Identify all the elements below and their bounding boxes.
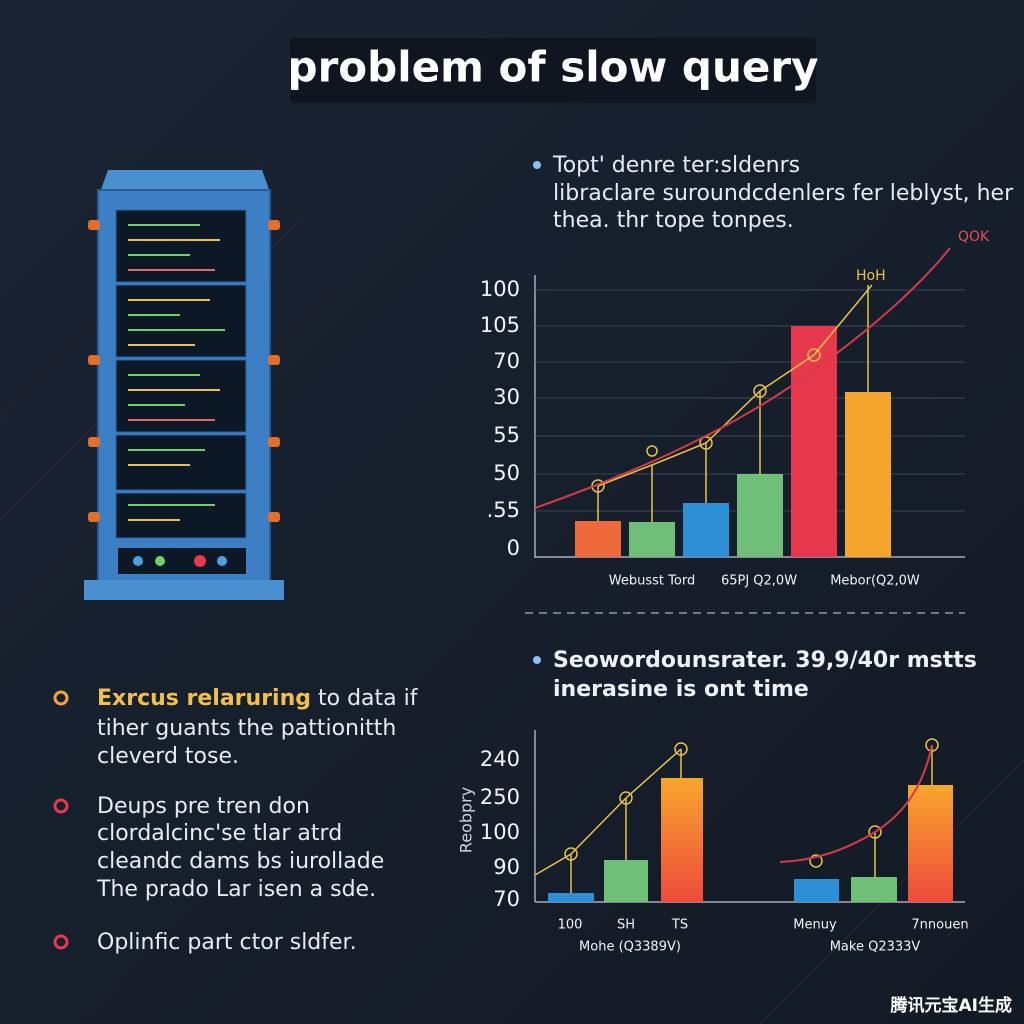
y-tick-label: 0 xyxy=(507,536,520,560)
bullet-ring xyxy=(53,690,69,706)
y-tick-label: 240 xyxy=(480,747,520,771)
x-tick-label: Webusst Tord xyxy=(609,574,695,589)
bullet-text: clordalcinc'se tlar atrd xyxy=(97,821,342,846)
section-heading: inerasine is ont time xyxy=(553,677,809,702)
section-text: thea. thr tope tonpes. xyxy=(553,208,794,233)
chart-2: Reobpry 240 250 100 90 70 100 SH TS Menu… xyxy=(457,730,969,955)
bullet-text: Exrcus relaruring to data if xyxy=(97,686,419,711)
x-tick-label: 65PJ Q2,0W xyxy=(721,574,797,589)
bullet-dot xyxy=(533,161,541,169)
bullet-ring xyxy=(53,798,69,814)
y-tick-label: 55 xyxy=(493,423,520,447)
x-tick-label: 100 xyxy=(558,918,583,933)
y-tick-label: 100 xyxy=(480,820,520,844)
bullet-text: Deups pre tren don xyxy=(97,794,310,819)
bullet-highlight: Exrcus relaruring xyxy=(97,686,311,711)
bullet-text: cleandc dams bs iurollade xyxy=(97,849,384,874)
x-tick-label: Mebor(Q2,0W xyxy=(830,574,920,589)
y-tick-label: 100 xyxy=(480,277,520,301)
group-label: Make Q2333V xyxy=(830,940,921,955)
bullet-text-rest: to data if xyxy=(318,686,419,711)
y-tick-label: 50 xyxy=(493,461,520,485)
section-heading: Topt' denre ter:sldenrs xyxy=(552,153,800,178)
bullet-text: Oplinfic part ctor sldfer. xyxy=(97,930,357,955)
server-rack xyxy=(84,170,284,600)
bullet-text: tiher guants the pattionitth xyxy=(97,716,396,741)
bullet-ring xyxy=(53,934,69,950)
y-tick-label: 30 xyxy=(493,385,520,409)
group-label: Mohe (Q3389V) xyxy=(579,940,681,955)
y-tick-label: 70 xyxy=(493,349,520,373)
section-text: libraclare suroundcdenlers fer leblyst, … xyxy=(553,181,1014,206)
annotation: HoH xyxy=(856,268,886,284)
bullet-text: The prado Lar isen a sde. xyxy=(96,877,376,902)
y-tick-label: 70 xyxy=(493,887,520,911)
section-heading: Seowordounsrater. 39,9/40r mstts xyxy=(553,648,977,673)
y-tick-label: 105 xyxy=(480,313,520,337)
annotation: QOK xyxy=(958,229,990,245)
chart-1: QOK HoH 100 105 70 30 55 50 .55 0 Webuss… xyxy=(480,229,990,589)
watermark: 腾讯元宝AI生成 xyxy=(891,995,1012,1016)
bullet-text: cleverd tose. xyxy=(97,744,239,769)
x-tick-label: SH xyxy=(617,918,635,933)
title-box xyxy=(290,38,816,103)
x-tick-label: 7nnouen xyxy=(911,918,968,933)
y-axis-label: Reobpry xyxy=(457,787,476,853)
y-tick-label: 90 xyxy=(493,855,520,879)
x-tick-label: Menuy xyxy=(793,918,837,933)
x-tick-label: TS xyxy=(671,918,688,933)
y-tick-label: .55 xyxy=(487,498,520,522)
title: problem of slow query xyxy=(288,43,819,92)
bullet-dot xyxy=(533,656,541,664)
y-tick-label: 250 xyxy=(480,785,520,809)
